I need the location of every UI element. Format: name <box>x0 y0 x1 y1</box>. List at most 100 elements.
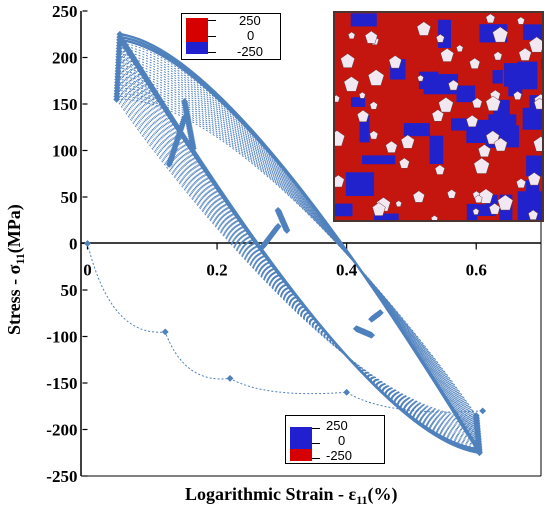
blue-grain <box>351 97 366 107</box>
particle-grain <box>335 130 345 147</box>
legend-tick <box>208 36 216 37</box>
particle-grain <box>398 157 410 169</box>
particle-grain <box>485 95 501 111</box>
data-point-marker <box>84 240 91 247</box>
particle-grain <box>347 31 356 40</box>
blue-grain <box>403 123 430 137</box>
particle-grain <box>528 209 539 220</box>
microstructure-inset-image <box>333 11 544 222</box>
y-tick-label: -250 <box>46 467 77 486</box>
particle-grain <box>367 69 385 86</box>
blue-grain <box>541 58 542 70</box>
legend-swatch-blue <box>290 427 312 449</box>
legend-swatch-red <box>186 18 208 42</box>
legend-label: 0 <box>338 433 346 448</box>
cycle-loop <box>117 64 479 436</box>
y-axis-title: Stress - σ11(MPa) <box>4 204 27 335</box>
cycle-loop <box>119 42 480 449</box>
particle-grain <box>335 94 341 103</box>
particle-grain <box>369 101 378 110</box>
particle-grain <box>448 79 459 91</box>
particle-grain <box>466 114 479 128</box>
legend-label: 250 <box>326 418 348 433</box>
blue-grain <box>492 70 503 84</box>
data-point-marker <box>368 331 375 339</box>
particle-grain <box>533 136 542 152</box>
particle-grain <box>417 74 424 82</box>
particle-grain <box>471 97 483 109</box>
data-point-marker <box>274 222 282 230</box>
legend-tick <box>312 428 320 429</box>
particle-grain <box>497 194 514 211</box>
data-point-marker <box>274 206 282 214</box>
y-tick-label: -150 <box>46 374 77 393</box>
particle-grain <box>340 53 355 68</box>
particle-grain <box>533 97 542 110</box>
blue-grain <box>523 24 542 40</box>
cycle-loop <box>117 76 479 429</box>
blue-grain <box>345 172 375 196</box>
data-point-marker <box>476 449 483 457</box>
legend-tick <box>208 20 216 21</box>
blue-grain <box>429 135 444 165</box>
y-tick-label: 0 <box>69 235 78 254</box>
particle-grain <box>473 157 490 174</box>
y-tick-label: -200 <box>46 421 77 440</box>
particle-grain <box>474 194 483 203</box>
microstructure-grains <box>335 13 542 220</box>
x-tick-label: 0.2 <box>206 261 227 280</box>
particle-grain <box>472 208 480 215</box>
particle-grain <box>430 215 439 220</box>
blue-grain <box>359 114 370 143</box>
particle-grain <box>412 190 425 203</box>
data-point-marker <box>116 30 124 38</box>
particle-grain <box>356 109 370 123</box>
blue-grain <box>438 19 451 48</box>
blue-grain <box>362 155 396 165</box>
particle-grain <box>435 33 445 43</box>
particle-grain <box>434 164 445 175</box>
legend-tick <box>312 443 320 444</box>
data-point-marker <box>343 388 351 396</box>
legend-label: 0 <box>247 28 255 43</box>
data-point-marker <box>181 98 188 105</box>
legend-swatch-blue <box>186 42 208 54</box>
particle-grain <box>446 189 457 199</box>
particle-grain <box>485 13 496 24</box>
particle-grain <box>400 134 415 149</box>
data-point-marker <box>161 328 169 336</box>
particle-grain <box>488 203 501 215</box>
particle-grain <box>364 30 378 44</box>
particle-grain <box>431 109 445 122</box>
particle-grain <box>358 91 366 99</box>
data-points <box>84 30 487 457</box>
particle-grain <box>516 16 525 25</box>
particle-grain <box>485 130 500 145</box>
particle-grain <box>343 76 360 92</box>
particle-grain <box>369 130 379 140</box>
particle-grain <box>438 97 454 113</box>
particle-grain <box>440 48 455 62</box>
legend-tick <box>312 458 320 459</box>
blue-grain <box>472 204 496 216</box>
blue-grain <box>517 61 538 90</box>
initial-loading-curve <box>86 243 483 413</box>
particle-grain <box>493 137 508 152</box>
blue-grain <box>526 155 542 177</box>
data-point-marker <box>368 315 375 323</box>
particle-grain <box>456 44 464 52</box>
particle-grain <box>516 178 527 189</box>
particle-grain <box>492 26 509 43</box>
cycle-loop <box>117 79 479 428</box>
particle-grain <box>385 140 398 153</box>
y-tick-label: 50 <box>60 188 77 207</box>
particle-grain <box>395 200 402 207</box>
particle-grain <box>478 188 494 204</box>
particle-grain <box>493 51 503 61</box>
blue-grain <box>350 13 377 27</box>
cycle-loop <box>116 90 478 421</box>
particle-grain <box>388 55 402 69</box>
y-tick-label: 150 <box>52 95 78 114</box>
y-tick-label: 50 <box>60 281 77 300</box>
particle-grain <box>372 202 386 216</box>
